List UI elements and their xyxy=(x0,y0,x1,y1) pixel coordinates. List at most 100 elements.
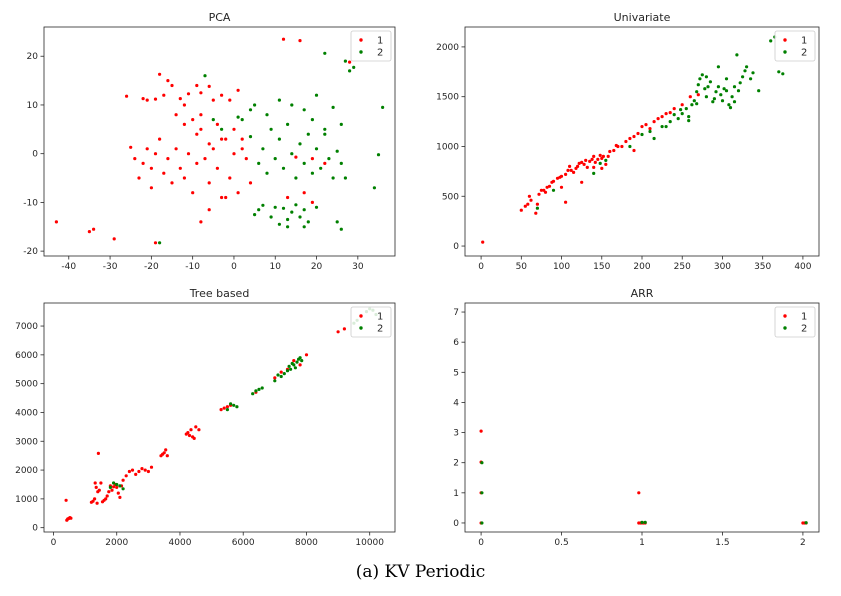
data-point-series-1 xyxy=(281,37,286,41)
figure-caption: (a) KV Periodic xyxy=(355,562,486,582)
data-point-series-1 xyxy=(529,198,533,202)
data-point-series-1 xyxy=(224,137,228,141)
data-point-series-1 xyxy=(141,97,145,101)
data-point-series-1 xyxy=(95,501,99,505)
data-point-series-1 xyxy=(166,157,170,161)
data-point-series-2 xyxy=(277,98,281,102)
data-point-series-2 xyxy=(292,363,296,367)
data-point-series-1 xyxy=(527,194,532,198)
data-point-series-2 xyxy=(290,210,294,214)
data-point-series-1 xyxy=(526,202,530,206)
data-point-series-1 xyxy=(54,220,59,224)
data-point-series-1 xyxy=(94,485,98,489)
data-point-series-1 xyxy=(182,122,186,126)
data-point-series-1 xyxy=(534,211,538,215)
data-point-series-1 xyxy=(240,147,244,151)
data-point-series-1 xyxy=(93,481,97,485)
x-tick-label: 10 xyxy=(270,262,282,272)
data-point-series-1 xyxy=(153,152,158,156)
data-point-series-1 xyxy=(584,158,588,162)
legend-label: 1 xyxy=(377,312,383,323)
data-point-series-2 xyxy=(698,77,702,81)
data-point-series-1 xyxy=(215,122,219,126)
chart-title: Tree based xyxy=(189,287,250,300)
y-tick-label: 1000 xyxy=(436,142,459,152)
data-point-series-2 xyxy=(480,491,484,495)
data-point-series-2 xyxy=(319,166,323,170)
x-tick-label: 0 xyxy=(478,538,484,548)
data-point-series-1 xyxy=(232,152,236,156)
data-point-series-2 xyxy=(335,220,339,224)
data-point-series-2 xyxy=(703,87,707,91)
x-tick-label: 0 xyxy=(51,538,57,548)
data-point-series-2 xyxy=(684,107,688,111)
data-point-series-2 xyxy=(265,113,269,117)
data-point-series-1 xyxy=(140,467,144,471)
x-tick-label: 10000 xyxy=(355,538,384,548)
data-point-series-2 xyxy=(722,87,726,91)
data-point-series-2 xyxy=(112,481,116,485)
data-points xyxy=(481,35,785,244)
data-point-series-1 xyxy=(302,191,306,195)
data-point-series-2 xyxy=(628,144,632,149)
x-tick-label: 2000 xyxy=(105,538,128,548)
data-point-series-2 xyxy=(293,366,297,370)
data-point-series-2 xyxy=(260,386,264,390)
data-point-series-2 xyxy=(281,166,286,170)
data-point-series-2 xyxy=(314,93,319,97)
data-point-series-2 xyxy=(248,135,253,139)
data-point-series-2 xyxy=(290,152,294,156)
data-point-series-1 xyxy=(640,125,644,129)
data-point-series-1 xyxy=(632,148,636,153)
data-point-series-2 xyxy=(711,100,715,104)
data-point-series-2 xyxy=(235,405,239,409)
data-point-series-1 xyxy=(636,131,640,136)
data-point-series-2 xyxy=(298,142,302,146)
plot-frame xyxy=(43,26,396,257)
data-point-series-2 xyxy=(121,487,125,491)
data-point-series-2 xyxy=(273,379,277,383)
data-point-series-2 xyxy=(118,484,122,488)
plot-frame xyxy=(464,302,820,533)
data-point-series-1 xyxy=(648,127,652,131)
data-point-series-2 xyxy=(253,103,257,107)
data-point-series-2 xyxy=(680,112,684,116)
data-point-series-1 xyxy=(273,376,277,380)
data-point-series-1 xyxy=(127,469,131,474)
data-point-series-1 xyxy=(199,220,203,224)
data-point-series-2 xyxy=(298,356,302,360)
chart-panel-3: Tree based 0 2000 4000 6000 8000 10000 0 1000 200… xyxy=(15,287,396,548)
data-point-series-1 xyxy=(225,405,229,409)
data-point-series-2 xyxy=(716,85,721,89)
data-point-series-2 xyxy=(257,161,261,165)
data-point-series-1 xyxy=(137,176,141,180)
data-point-series-2 xyxy=(719,93,723,97)
data-point-series-1 xyxy=(93,497,97,501)
data-point-series-1 xyxy=(96,451,100,455)
data-point-series-1 xyxy=(191,191,195,195)
data-point-series-2 xyxy=(695,102,699,106)
y-tick-label: 2 xyxy=(453,459,459,469)
data-point-series-1 xyxy=(298,39,302,43)
data-point-series-1 xyxy=(112,485,116,489)
data-point-series-2 xyxy=(203,74,207,78)
data-point-series-1 xyxy=(577,161,581,165)
data-point-series-1 xyxy=(158,137,162,141)
y-tick-label: 2000 xyxy=(436,43,459,53)
x-tick-label: 150 xyxy=(593,262,610,272)
data-point-series-2 xyxy=(331,105,335,109)
legend-box xyxy=(774,30,816,62)
x-tick-label: 50 xyxy=(516,262,528,272)
data-point-series-1 xyxy=(207,208,211,212)
legend-label: 1 xyxy=(377,36,383,47)
data-point-series-2 xyxy=(331,176,335,180)
x-tick-label: 8000 xyxy=(295,538,318,548)
chart-panel-2: Univariate 0 50 100 150 200 250 300 350 400 0 500 10… xyxy=(436,11,820,272)
data-point-series-1 xyxy=(115,485,119,489)
plot-frame xyxy=(464,26,820,257)
data-point-series-1 xyxy=(604,162,608,166)
data-point-series-2 xyxy=(323,51,327,55)
data-point-series-1 xyxy=(612,148,616,153)
y-tick-label: 0 xyxy=(32,150,38,160)
data-point-series-1 xyxy=(220,195,224,200)
